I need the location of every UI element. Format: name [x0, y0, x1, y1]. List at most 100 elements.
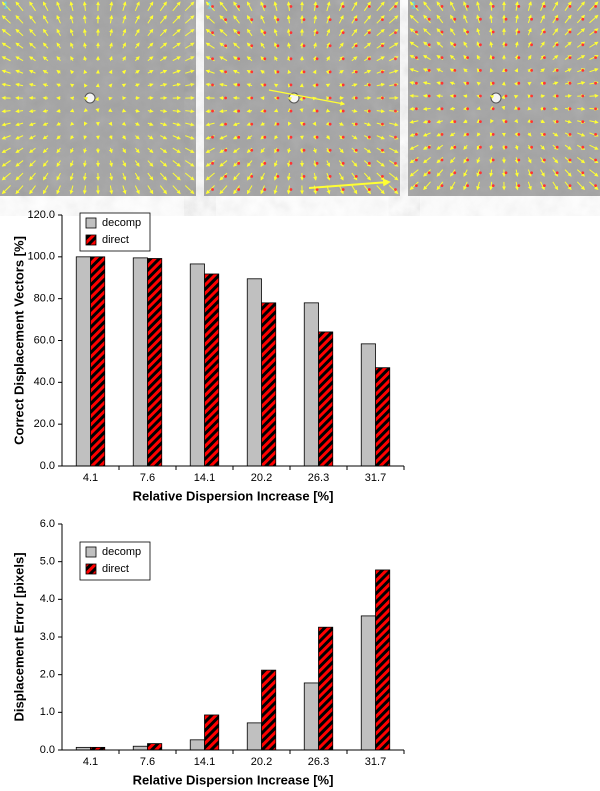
vector-arrow	[540, 169, 545, 177]
vector-arrow	[338, 1, 344, 12]
vector-arrow	[205, 185, 215, 195]
y-tick-label: 5.0	[40, 556, 55, 568]
outlier-dot	[211, 161, 214, 165]
outlier-dot	[341, 188, 345, 191]
bar-chart: 0.0 1.0 2.0 3.0 4.0 5.0 6.0 4.1 7.6 14.1 20.2 26.3 3…	[11, 518, 405, 787]
vector-arrow	[42, 56, 49, 62]
vector-arrow	[463, 54, 468, 60]
vector-arrow	[160, 122, 168, 127]
vector-arrow	[376, 135, 385, 140]
vector-arrow	[514, 132, 519, 137]
vector-arrow	[409, 144, 419, 150]
vector-arrow	[325, 69, 331, 75]
vector-arrow	[147, 15, 154, 24]
vector-arrow	[326, 42, 330, 49]
outlier-dot	[394, 188, 397, 191]
outlier-dot	[367, 109, 371, 113]
vector-arrow	[363, 1, 371, 12]
vector-arrow	[260, 69, 265, 74]
vector-arrow	[147, 56, 154, 62]
vector-arrow	[56, 42, 61, 49]
vector-arrow	[287, 55, 292, 61]
vector-arrow	[160, 147, 168, 154]
vector-arrow	[338, 42, 344, 49]
outlier-dot	[289, 109, 293, 113]
vector-arrow	[363, 28, 372, 37]
outlier-dot	[581, 94, 585, 98]
outlier-dot	[237, 31, 241, 35]
vector-arrow	[286, 14, 291, 24]
outlier-dot	[328, 148, 332, 152]
outlier-dot	[276, 44, 280, 48]
vector-arrow	[205, 172, 215, 181]
outlier-dot	[415, 133, 418, 136]
vector-arrow	[134, 14, 140, 24]
vector-arrow	[83, 135, 88, 140]
vector-arrow	[29, 185, 36, 195]
vector-arrow	[122, 147, 126, 154]
vector-arrow	[476, 119, 481, 124]
outlier-dot	[224, 96, 228, 100]
outlier-dot	[453, 145, 457, 149]
outlier-dot	[543, 5, 546, 8]
vector-arrow	[184, 172, 195, 181]
vector-arrow	[589, 156, 599, 164]
outlier-dot	[517, 107, 521, 111]
outlier-dot	[315, 83, 319, 87]
vector-arrow	[159, 28, 168, 37]
vector-arrow	[476, 81, 481, 86]
vector-arrow	[219, 56, 228, 62]
vector-arrow	[83, 69, 88, 75]
vector-arrow	[134, 172, 140, 181]
vector-arrow	[232, 69, 240, 74]
vector-arrow	[1, 56, 11, 62]
outlier-dot	[543, 133, 546, 136]
outlier-dot	[276, 148, 280, 152]
vector-arrow	[15, 42, 24, 49]
vector-arrow	[135, 135, 140, 140]
vector-arrow	[388, 172, 399, 181]
vector-arrow	[69, 108, 75, 113]
vector-arrow	[273, 172, 278, 181]
outlier-dot	[504, 17, 508, 21]
outlier-dot	[594, 107, 597, 111]
vector-arrow	[1, 185, 11, 195]
y-tick-label: 100.0	[27, 251, 55, 263]
vector-arrow	[351, 28, 358, 37]
outlier-dot	[568, 184, 572, 188]
vector-arrow	[172, 56, 181, 62]
vector-arrow	[514, 169, 519, 177]
vector-arrow	[489, 41, 494, 48]
vector-arrow	[147, 70, 154, 74]
vector-arrow	[219, 15, 228, 24]
y-tick-label: 120.0	[27, 209, 55, 221]
vector-arrow	[436, 41, 444, 48]
vector-arrow	[552, 28, 559, 36]
vector-arrow	[108, 147, 113, 154]
vector-arrow	[134, 185, 140, 195]
outlier-dot	[315, 161, 319, 165]
vector-arrow	[108, 55, 113, 61]
vector-arrow	[268, 89, 346, 106]
outlier-dot	[415, 5, 418, 8]
vector-arrow	[338, 147, 344, 154]
outlier-dot	[517, 158, 521, 162]
vector-arrow	[219, 172, 228, 181]
outlier-dot	[354, 96, 358, 100]
x-tick-label: 20.2	[251, 472, 272, 484]
vector-arrow	[205, 28, 215, 37]
vector-arrow	[325, 108, 331, 113]
vector-arrow	[29, 172, 36, 181]
vector-arrow	[273, 14, 278, 24]
vector-arrow	[70, 69, 75, 75]
vector-arrow	[564, 14, 572, 24]
vector-arrow	[540, 14, 545, 24]
x-tick-label: 31.7	[365, 472, 386, 484]
vector-arrow	[82, 1, 87, 11]
outlier-dot	[415, 81, 418, 85]
vector-arrow	[540, 94, 546, 99]
outlier-dot	[289, 57, 293, 61]
vector-arrow	[589, 68, 599, 73]
outlier-dot	[250, 148, 254, 152]
vector-arrow	[15, 28, 24, 37]
